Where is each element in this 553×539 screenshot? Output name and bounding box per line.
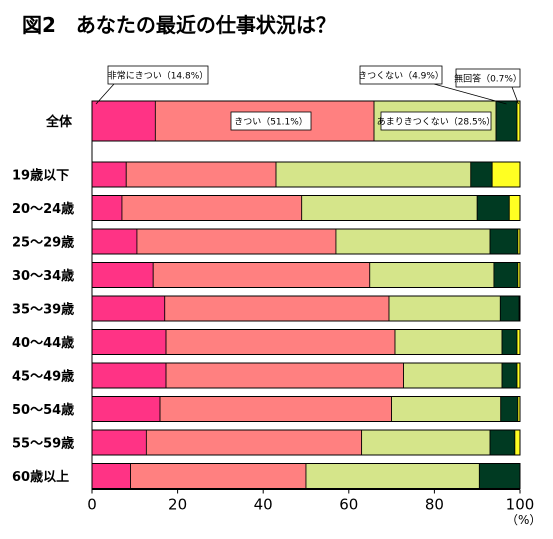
bar-segment xyxy=(165,362,404,389)
bar-segment xyxy=(91,429,147,456)
callout-box xyxy=(380,111,492,131)
bar-segment xyxy=(361,429,491,456)
bar-segment xyxy=(369,262,495,288)
category-label: 40～44歳 xyxy=(12,335,74,351)
bar-segment xyxy=(145,429,363,456)
callout-label: きつくない（4.9%） xyxy=(358,71,444,82)
callout-label: あまりきつくない（28.5%） xyxy=(377,117,496,128)
bar-segment xyxy=(91,329,167,355)
x-tick-label: 60 xyxy=(339,496,358,514)
bar-segment xyxy=(514,429,521,456)
callout-box xyxy=(455,68,521,88)
bar-segment xyxy=(489,429,516,456)
category-label: 25～29歳 xyxy=(12,235,74,251)
x-tick-label: 40 xyxy=(254,496,273,514)
unit-label: （%） xyxy=(506,513,541,527)
bar-segment xyxy=(335,228,491,255)
bar-segment xyxy=(91,100,156,142)
bar-segment xyxy=(470,161,493,188)
category-label: 35～39歳 xyxy=(12,302,74,318)
bar-segment xyxy=(305,463,480,489)
bar-segment xyxy=(130,463,307,489)
callout-leader xyxy=(95,83,115,105)
callout-box xyxy=(359,65,443,85)
bar-segment xyxy=(508,195,521,221)
bar-segment xyxy=(125,161,277,188)
bar-segment xyxy=(501,329,518,355)
x-tick-label: 80 xyxy=(425,496,444,514)
bar-segment xyxy=(91,195,123,221)
bar-segment xyxy=(91,161,127,188)
x-tick-label: 100 xyxy=(506,496,535,514)
bar-segment xyxy=(476,195,510,221)
bars-group: 全体 19歳以下 20～24歳 25～29歳 30～34歳 35～39歳 40～44歳 45～… xyxy=(12,100,521,489)
bar-segment xyxy=(91,463,131,489)
bar-segment xyxy=(121,195,303,221)
x-axis: 0 20 40 60 80 100 xyxy=(87,101,534,514)
category-label: 30～34歳 xyxy=(12,268,74,284)
bar-segment xyxy=(391,396,502,422)
bar-segment xyxy=(91,262,154,288)
x-tick-label: 20 xyxy=(168,496,187,514)
bar-segment xyxy=(136,228,337,255)
bar-segment xyxy=(495,100,518,142)
bar-segment xyxy=(91,396,161,422)
bar-segment xyxy=(501,362,518,389)
callout-box xyxy=(107,65,209,85)
bar-segment xyxy=(493,262,519,288)
x-tick-label: 0 xyxy=(87,496,97,514)
category-label: 全体 xyxy=(45,114,73,130)
bar-segment xyxy=(499,295,520,322)
bar-segment xyxy=(152,262,371,288)
bar-segment xyxy=(478,463,521,489)
callout-label: 非常にきつい（14.8%） xyxy=(108,70,209,82)
bar-segment xyxy=(164,295,390,322)
bar-segment xyxy=(489,228,519,255)
category-label: 45～49歳 xyxy=(12,369,74,385)
bar-segment xyxy=(301,195,478,221)
callout-leader xyxy=(511,86,519,105)
category-label: 60歳以上 xyxy=(12,469,69,485)
bar-segment xyxy=(394,329,503,355)
bar-segment xyxy=(388,295,501,322)
bar-segment xyxy=(500,396,519,422)
bar-segment xyxy=(491,161,521,188)
callouts-group: 非常にきつい（14.8%） きつい（51.1%） あまりきつくない（28.5%） きつ… xyxy=(95,65,522,131)
callout-box xyxy=(230,111,312,131)
bar-segment xyxy=(91,295,166,322)
callout-leader xyxy=(433,83,507,105)
category-label: 55～59歳 xyxy=(12,436,74,452)
callout-label: 無回答（0.7%） xyxy=(454,73,522,85)
bar-segment xyxy=(165,329,396,355)
bar-segment xyxy=(403,362,503,389)
category-label: 20～24歳 xyxy=(12,201,74,217)
bar-segment xyxy=(159,396,393,422)
callout-label: きつい（51.1%） xyxy=(234,117,308,128)
bar-segment xyxy=(275,161,472,188)
chart-title: 図2 あなたの最近の仕事状況は？ xyxy=(22,13,336,37)
bar-segment xyxy=(91,362,167,389)
category-label: 19歳以下 xyxy=(12,168,69,184)
category-label: 50～54歳 xyxy=(12,402,74,418)
bar-segment xyxy=(91,228,138,255)
